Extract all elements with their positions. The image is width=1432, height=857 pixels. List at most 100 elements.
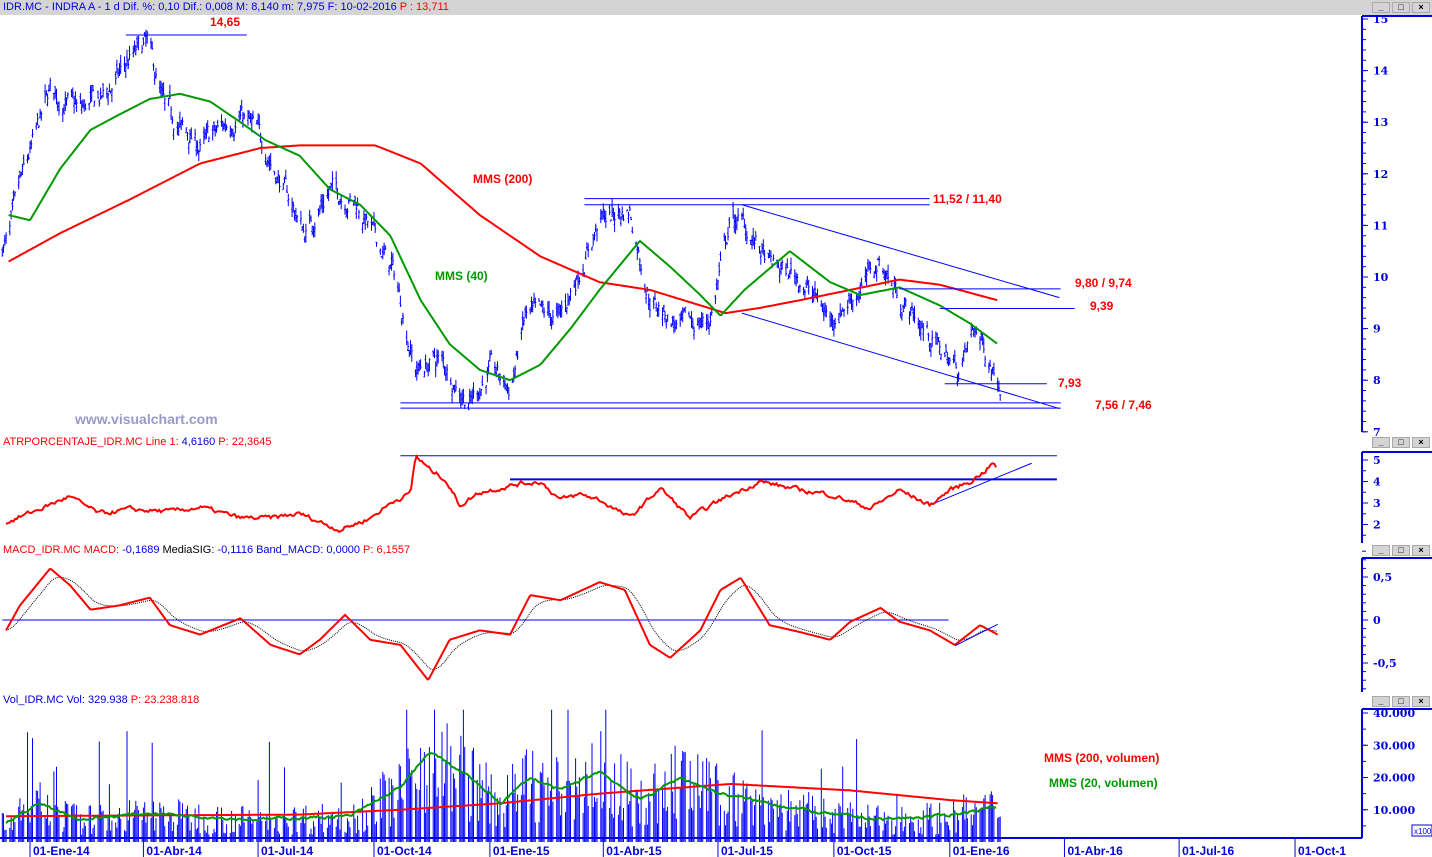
close-button[interactable]: × [1412,545,1430,556]
price-bar [380,256,383,258]
price-bar [661,307,664,326]
price-bar [895,288,898,299]
price-bar [990,369,993,381]
price-bar [189,129,191,144]
price-bar [105,87,108,99]
price-bar [487,360,490,375]
price-bar [63,104,65,115]
price-bar [529,307,532,315]
price-bar [514,365,517,379]
price-bar [843,308,845,317]
maximize-button[interactable]: □ [1392,437,1410,448]
price-bar [423,370,426,378]
price-bar [163,97,166,111]
close-button[interactable]: × [1412,696,1430,707]
price-bar [187,141,190,155]
price-bar [630,216,632,221]
minimize-button[interactable]: _ [1372,437,1390,448]
price-bar [745,230,748,245]
price-bar [480,389,483,397]
price-bar [308,209,311,224]
price-bar [558,303,561,316]
price-bar [17,175,20,190]
price-bar [592,234,595,246]
price-bar [117,69,120,78]
price-bar [472,382,475,399]
price-bar [451,387,454,403]
price-bar [99,87,102,100]
price-bar [569,288,572,301]
price-bar [258,114,261,130]
price-bar [476,390,479,402]
price-bar [875,266,878,282]
date-tick-label: 01-Ene-16 [953,844,1010,857]
price-bar [127,58,130,69]
price-bar [168,84,171,100]
macd-p: P: 6,1557 [363,544,411,556]
price-bar [470,390,472,404]
close-button[interactable]: × [1412,437,1430,448]
atr-p: P: 22,3645 [218,436,272,448]
price-bar [865,268,868,286]
price-bar [240,99,243,111]
price-bar [346,208,349,220]
price-bar [361,222,364,234]
price-bar [596,228,598,242]
price-bar [283,176,286,184]
level-label: 14,65 [210,15,240,29]
price-bar [957,371,960,382]
price-bar [717,279,719,291]
maximize-button[interactable]: □ [1392,696,1410,707]
price-bar [239,105,242,120]
price-bar [613,212,616,233]
price-tick-label: 9 [1373,323,1381,336]
price-bar [929,343,932,357]
price-bar [311,225,314,236]
close-button[interactable]: × [1412,2,1430,13]
macd-name: MACD_IDR.MC MACD: [3,544,120,556]
price-bar [593,232,596,241]
price-bar [364,213,367,230]
price-bar [608,204,611,216]
price-bar [485,385,488,395]
price-bar [693,326,695,340]
minimize-button[interactable]: _ [1372,696,1390,707]
price-bar [356,197,359,207]
price-bar [793,269,796,285]
price-bar [205,122,208,139]
price-bar [136,36,139,49]
price-bar [522,317,525,326]
maximize-button[interactable]: □ [1392,2,1410,13]
price-bar [264,154,267,165]
price-bar [565,306,568,315]
minimize-button[interactable]: _ [1372,2,1390,13]
atr-value: 4,6160 [181,436,216,448]
price-bar [313,222,316,238]
price-bar [202,126,205,145]
minimize-button[interactable]: _ [1372,545,1390,556]
price-bar [46,93,49,107]
price-bar [5,232,8,244]
price-bar [955,362,958,369]
price-bar [410,344,413,362]
price-bar [243,112,246,120]
price-bar [567,293,569,307]
price-bar [402,312,404,324]
maximize-button[interactable]: □ [1392,545,1410,556]
price-bar [481,375,484,387]
price-bar [882,267,884,275]
price-bar [706,314,709,329]
price-bar [107,92,110,106]
date-tick-label: 01-Jul-15 [721,844,773,857]
price-bar [1,247,4,257]
price-bar [664,310,666,323]
price-bar [355,202,358,219]
price-bar [737,208,740,222]
price-bar [488,350,491,362]
price-bar [114,71,117,85]
price-bar [194,128,197,141]
price-bar [594,223,597,233]
price-bar [374,222,377,233]
price-bar [110,88,113,103]
